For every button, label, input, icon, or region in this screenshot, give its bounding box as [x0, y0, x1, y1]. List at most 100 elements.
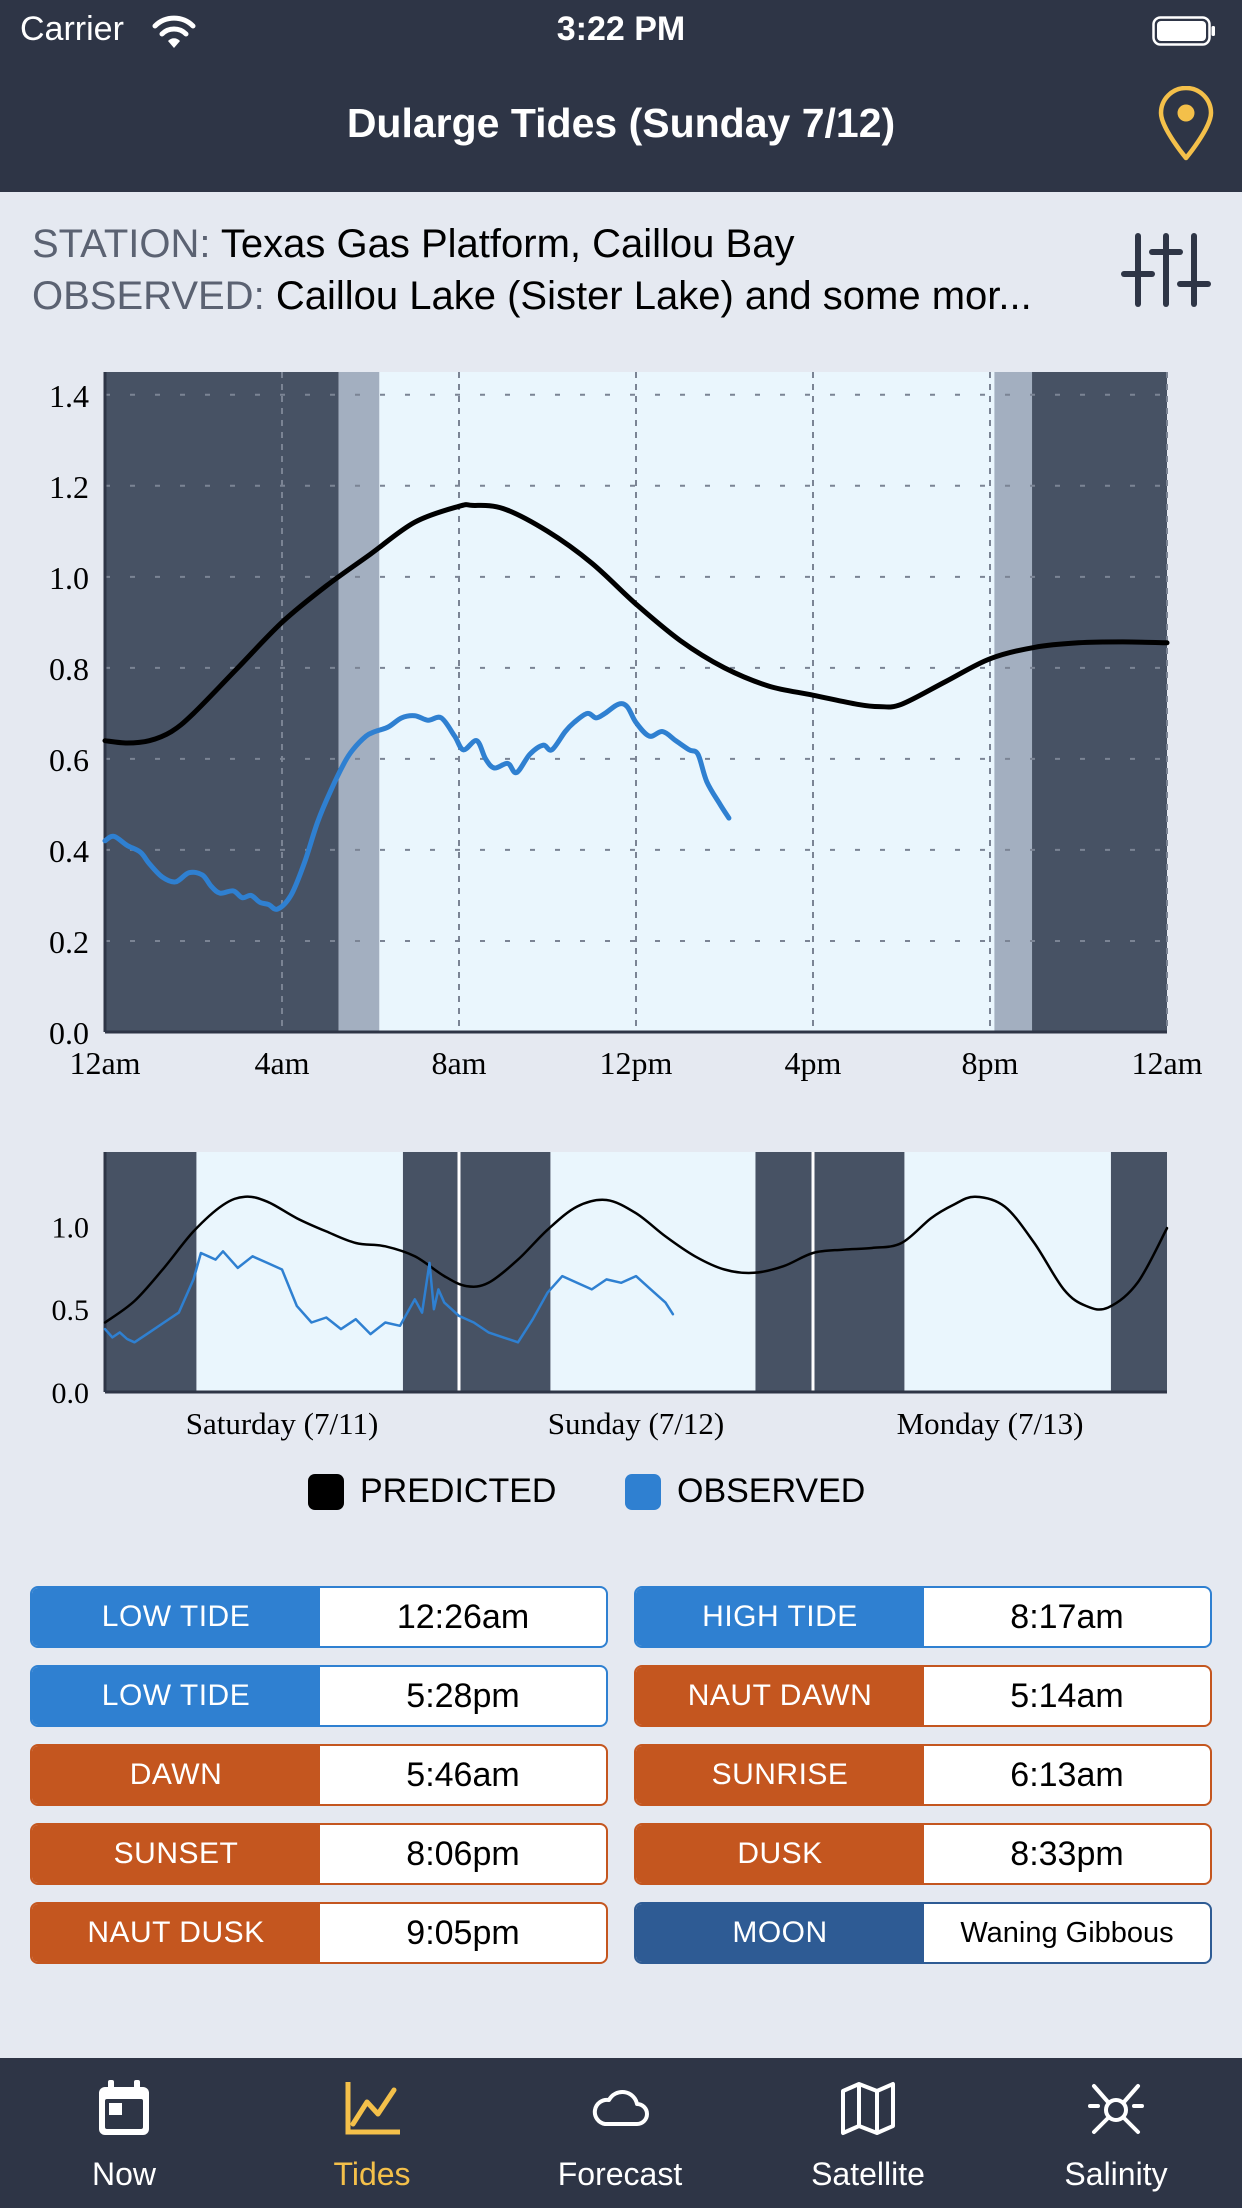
observed-row: OBSERVED: Caillou Lake (Sister Lake) and… — [32, 274, 1092, 319]
tide-row: MOON Waning Gibbous — [634, 1902, 1212, 1964]
tab-bar: Now Tides Forecast Satellite — [0, 2058, 1242, 2208]
legend-predicted-swatch — [308, 1474, 344, 1510]
tide-row: SUNSET 8:06pm — [30, 1823, 608, 1885]
tide-row-value: 9:05pm — [406, 1913, 520, 1952]
tide-row-label: NAUT DUSK — [32, 1904, 320, 1962]
legend-predicted-label: PREDICTED — [360, 1472, 557, 1510]
x-tick-label: 12am — [69, 1045, 140, 1081]
tide-row-label: DAWN — [32, 1746, 320, 1804]
x-tick-label: 8am — [431, 1045, 486, 1081]
nav-bar: Dularge Tides (Sunday 7/12) — [0, 62, 1242, 192]
tide-row-label: LOW TIDE — [32, 1588, 320, 1646]
tide-row-value: 8:17am — [1010, 1597, 1124, 1636]
legend-observed-label: OBSERVED — [677, 1472, 866, 1510]
x-tick-label: 12pm — [600, 1045, 673, 1081]
status-bar: Carrier 3:22 PM — [0, 0, 1242, 62]
tide-row: DUSK 8:33pm — [634, 1823, 1212, 1885]
x-tick-label: 12am — [1131, 1045, 1202, 1081]
tide-row-label: MOON — [636, 1904, 924, 1962]
y-tick-label: 1.0 — [49, 560, 89, 596]
chart-band-twilight — [338, 372, 380, 1032]
station-row: STATION: Texas Gas Platform, Caillou Bay — [32, 222, 794, 267]
chart-band-night — [1032, 372, 1167, 1032]
day-label: Monday (7/13) — [897, 1406, 1084, 1441]
station-label: STATION: — [32, 222, 211, 266]
tide-row: DAWN 5:46am — [30, 1744, 608, 1806]
tide-row: NAUT DUSK 9:05pm — [30, 1902, 608, 1964]
tide-chart-today: 0.0 0.2 0.4 0.6 0.8 1.0 1.2 1.4 12am 4am 8am 12pm 4p… — [49, 372, 1203, 1081]
tab-satellite-label: Satellite — [811, 2156, 925, 2192]
chart-band-night — [105, 372, 339, 1032]
tab-forecast-label: Forecast — [557, 2156, 683, 2192]
chart-legend: PREDICTED OBSERVED — [0, 1466, 1242, 1516]
y-tick-label: 1.0 — [52, 1211, 90, 1244]
tab-salinity[interactable]: Salinity — [992, 2058, 1240, 2208]
day-label: Sunday (7/12) — [548, 1406, 725, 1441]
y-tick-label: 0.5 — [52, 1294, 90, 1327]
chart-band-night — [105, 1152, 197, 1392]
chart-band-day — [550, 1152, 756, 1392]
tide-row-label: SUNRISE — [636, 1746, 924, 1804]
tide-row-value: 5:28pm — [406, 1676, 520, 1715]
series-line-observed — [102, 701, 732, 912]
x-tick-label: 4am — [254, 1045, 309, 1081]
y-tick-label: 0.0 — [52, 1377, 90, 1410]
observed-value: Caillou Lake (Sister Lake) and some mor.… — [275, 274, 1032, 318]
chart-band-night — [1110, 1152, 1167, 1392]
tab-now[interactable]: Now — [0, 2058, 248, 2208]
chart-band-night — [402, 1152, 551, 1392]
y-tick-label: 0.6 — [49, 742, 89, 778]
map-pin-icon[interactable] — [1156, 86, 1216, 162]
tide-row-label: NAUT DAWN — [636, 1667, 924, 1725]
carrier-label: Carrier — [20, 10, 124, 48]
page-title: Dularge Tides (Sunday 7/12) — [346, 100, 896, 146]
tab-satellite[interactable]: Satellite — [744, 2058, 992, 2208]
tide-row: NAUT DAWN 5:14am — [634, 1665, 1212, 1727]
tide-row-label: LOW TIDE — [32, 1667, 320, 1725]
tide-row-label: DUSK — [636, 1825, 924, 1883]
tide-row: HIGH TIDE 8:17am — [634, 1586, 1212, 1648]
tide-row: LOW TIDE 12:26am — [30, 1586, 608, 1648]
x-tick-label: 8pm — [962, 1045, 1019, 1081]
tide-chart-3day: 0.0 0.5 1.0 Saturday (7/11) Sunday (7/12) Mon… — [52, 1152, 1169, 1441]
series-line-observed — [103, 1250, 675, 1344]
y-tick-label: 0.0 — [49, 1015, 89, 1051]
y-tick-label: 0.8 — [49, 651, 89, 687]
chart-band-day — [379, 372, 995, 1032]
clock: 3:22 PM — [556, 10, 686, 48]
tide-row-value: 6:13am — [1010, 1755, 1124, 1794]
tide-row-label: HIGH TIDE — [636, 1588, 924, 1646]
calendar-icon — [99, 2080, 149, 2135]
chart-band-twilight — [994, 372, 1033, 1032]
y-tick-label: 1.4 — [49, 378, 89, 414]
series-line-predicted — [102, 502, 1170, 746]
tide-row-value: Waning Gibbous — [960, 1916, 1174, 1949]
series-line-predicted — [103, 1195, 1169, 1324]
tide-row-label: SUNSET — [32, 1825, 320, 1883]
chart-band-day — [196, 1152, 403, 1392]
chart-band-day — [904, 1152, 1111, 1392]
legend-observed-swatch — [625, 1474, 661, 1510]
sliders-icon[interactable] — [1120, 230, 1212, 310]
battery-icon — [1152, 16, 1215, 46]
y-tick-label: 1.2 — [49, 469, 89, 505]
tide-row-value: 5:14am — [1010, 1676, 1124, 1715]
day-label: Saturday (7/11) — [186, 1406, 379, 1441]
tab-tides-label: Tides — [333, 2156, 411, 2192]
map-icon — [841, 2082, 895, 2135]
tide-row: LOW TIDE 5:28pm — [30, 1665, 608, 1727]
wifi-icon — [152, 15, 196, 48]
tide-row-value: 5:46am — [406, 1755, 520, 1794]
tide-row-value: 8:06pm — [406, 1834, 520, 1873]
x-tick-label: 4pm — [785, 1045, 842, 1081]
tab-forecast[interactable]: Forecast — [496, 2058, 744, 2208]
chart-band-night — [755, 1152, 905, 1392]
tide-times-table: LOW TIDE 12:26am HIGH TIDE 8:17am LOW TIDE… — [30, 1586, 1212, 1966]
tab-tides[interactable]: Tides — [248, 2058, 496, 2208]
chart-line-icon — [345, 2082, 400, 2135]
tab-salinity-label: Salinity — [1064, 2156, 1168, 2192]
y-tick-label: 0.2 — [49, 924, 89, 960]
station-value: Texas Gas Platform, Caillou Bay — [220, 222, 795, 266]
tide-row-value: 8:33pm — [1010, 1834, 1124, 1873]
cloud-icon — [592, 2089, 649, 2126]
